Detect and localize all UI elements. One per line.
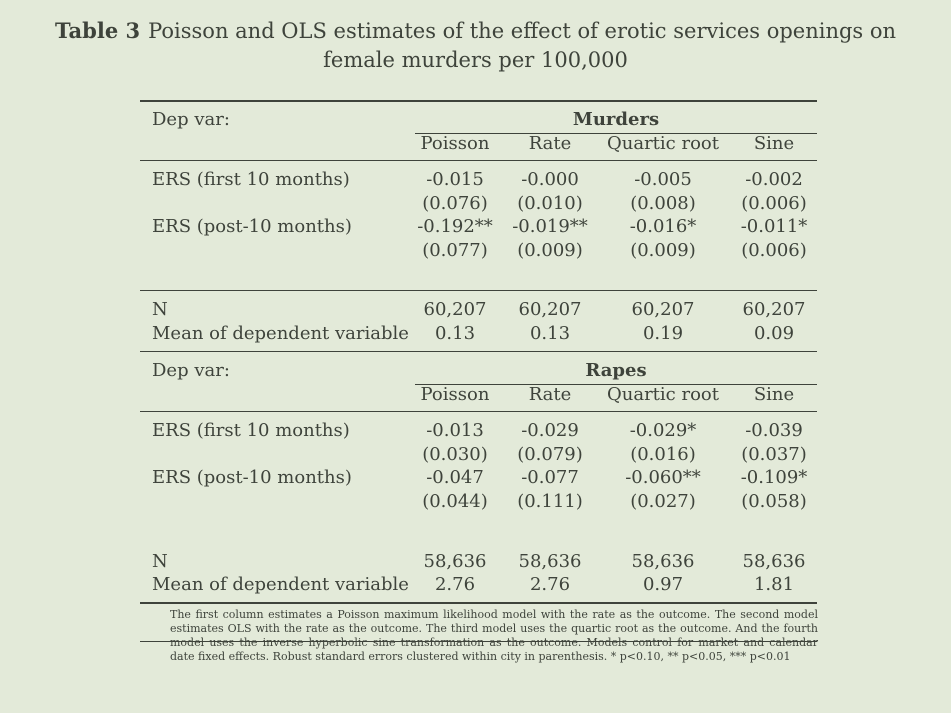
coef-cell: -0.060** — [625, 467, 701, 488]
stats-rule-murders — [140, 290, 817, 291]
coef-cell: -0.192** — [417, 216, 493, 237]
n-cell: 60,207 — [631, 299, 695, 320]
n-cell: 58,636 — [631, 551, 695, 572]
coef-cell: -0.011* — [740, 216, 808, 237]
coef-cell: -0.077 — [521, 467, 579, 488]
mean-label: Mean of dependent variable — [152, 574, 409, 595]
table-caption: Table 3 Poisson and OLS estimates of the … — [20, 16, 931, 75]
se-cell: (0.076) — [422, 193, 488, 214]
coef-cell: -0.015 — [426, 169, 484, 190]
header-rule-murders — [140, 160, 817, 161]
header-rule-rapes — [140, 411, 817, 412]
n-cell: 58,636 — [742, 551, 806, 572]
row-label: ERS (first 10 months) — [152, 420, 350, 441]
table-title: Poisson and OLS estimates of the effect … — [148, 19, 897, 72]
bottom-rule — [140, 602, 817, 604]
dep-var-label: Dep var: — [152, 360, 230, 381]
se-cell: (0.111) — [517, 491, 583, 512]
se-cell: (0.006) — [741, 240, 807, 261]
panel-divider — [140, 351, 817, 352]
coef-cell: -0.039 — [745, 420, 803, 441]
table-notes: The first column estimates a Poisson max… — [170, 608, 818, 663]
se-cell: (0.058) — [741, 491, 807, 512]
stats-rule-rapes — [140, 641, 817, 642]
n-label: N — [152, 551, 168, 572]
top-rule — [140, 100, 817, 102]
column-header: Quartic root — [607, 133, 719, 154]
mean-cell: 2.76 — [529, 574, 571, 595]
coef-cell: -0.016* — [629, 216, 697, 237]
row-label: ERS (post-10 months) — [152, 467, 352, 488]
row-label: ERS (first 10 months) — [152, 169, 350, 190]
coef-cell: -0.019** — [512, 216, 588, 237]
n-cell: 58,636 — [423, 551, 487, 572]
se-cell: (0.027) — [630, 491, 696, 512]
group-underline-rapes — [415, 384, 817, 385]
se-cell: (0.079) — [517, 444, 583, 465]
mean-cell: 0.09 — [753, 323, 795, 344]
column-header: Poisson — [420, 133, 490, 154]
se-cell: (0.037) — [741, 444, 807, 465]
coef-cell: -0.000 — [521, 169, 579, 190]
mean-cell: 0.19 — [642, 323, 684, 344]
se-cell: (0.077) — [422, 240, 488, 261]
se-cell: (0.008) — [630, 193, 696, 214]
table-label: Table 3 — [54, 18, 141, 43]
column-header: Rate — [528, 384, 572, 405]
se-cell: (0.006) — [741, 193, 807, 214]
column-header: Poisson — [420, 384, 490, 405]
column-header: Rate — [528, 133, 572, 154]
mean-cell: 0.13 — [434, 323, 476, 344]
n-label: N — [152, 299, 168, 320]
mean-label: Mean of dependent variable — [152, 323, 409, 344]
group-title-rapes: Rapes — [585, 360, 647, 381]
coef-cell: -0.029* — [629, 420, 697, 441]
coef-cell: -0.013 — [426, 420, 484, 441]
column-header: Sine — [753, 384, 795, 405]
se-cell: (0.030) — [422, 444, 488, 465]
coef-cell: -0.109* — [740, 467, 808, 488]
se-cell: (0.016) — [630, 444, 696, 465]
se-cell: (0.009) — [517, 240, 583, 261]
column-header: Sine — [753, 133, 795, 154]
coef-cell: -0.029 — [521, 420, 579, 441]
n-cell: 58,636 — [518, 551, 582, 572]
n-cell: 60,207 — [423, 299, 487, 320]
se-cell: (0.009) — [630, 240, 696, 261]
mean-cell: 1.81 — [753, 574, 795, 595]
se-cell: (0.010) — [517, 193, 583, 214]
coef-cell: -0.047 — [426, 467, 484, 488]
se-cell: (0.044) — [422, 491, 488, 512]
group-title-murders: Murders — [572, 109, 660, 130]
n-cell: 60,207 — [518, 299, 582, 320]
row-label: ERS (post-10 months) — [152, 216, 352, 237]
n-cell: 60,207 — [742, 299, 806, 320]
mean-cell: 0.13 — [529, 323, 571, 344]
column-header: Quartic root — [607, 384, 719, 405]
coef-cell: -0.005 — [634, 169, 692, 190]
dep-var-label: Dep var: — [152, 109, 230, 130]
group-underline-murders — [415, 133, 817, 134]
mean-cell: 2.76 — [434, 574, 476, 595]
coef-cell: -0.002 — [745, 169, 803, 190]
mean-cell: 0.97 — [642, 574, 684, 595]
